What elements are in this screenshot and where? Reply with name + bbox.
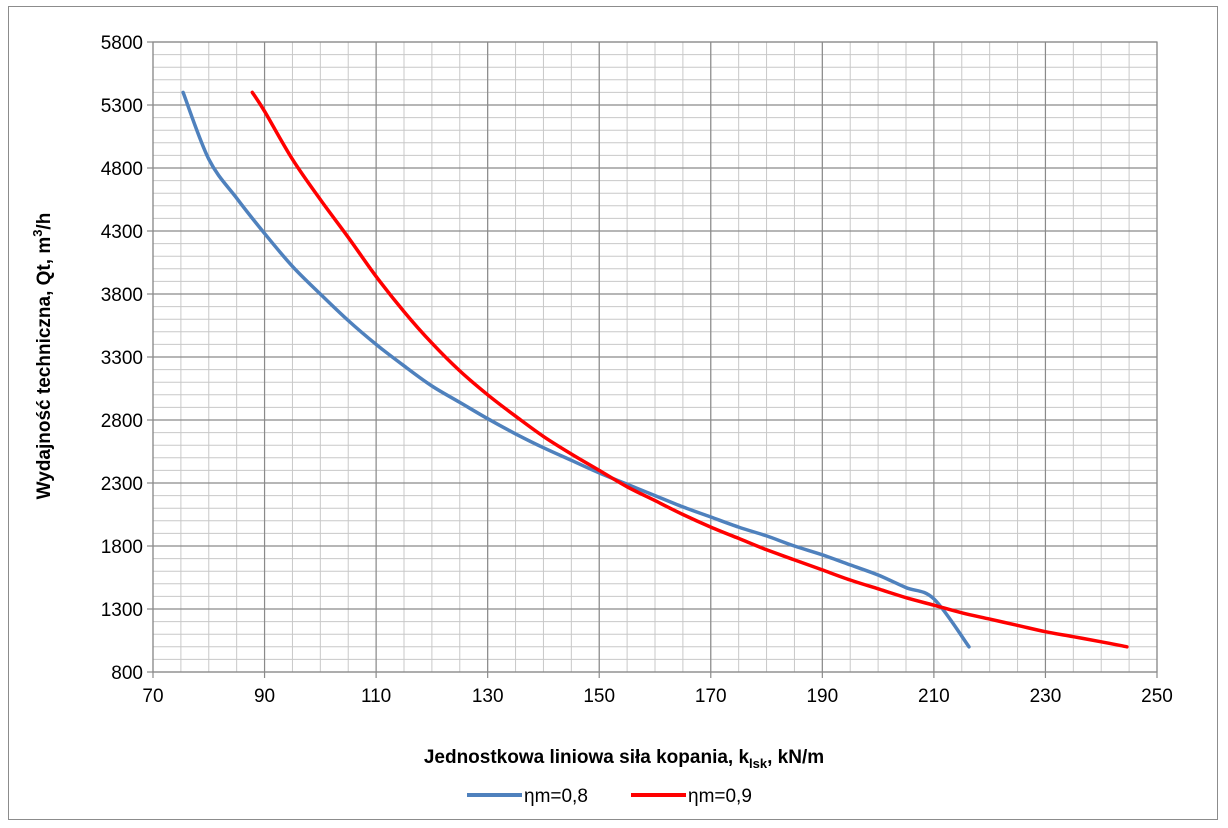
x-tick-label: 110 (361, 686, 391, 707)
x-tick-label: 210 (918, 686, 950, 707)
y-tick-label: 5300 (101, 96, 143, 117)
y-axis-tick-labels: 800 1300 1800 2300 2800 3300 3800 4300 4800 5300 5… (101, 33, 143, 684)
y-tick-label: 3800 (101, 285, 143, 306)
legend: ηm=0,8 ηm=0,9 (467, 786, 752, 807)
x-tick-label: 70 (142, 686, 163, 707)
y-axis-title: Wydajność techniczna, Qt, m3/h (30, 213, 55, 500)
series-line-2 (250, 90, 1129, 649)
plot-area-border (152, 41, 1158, 673)
chart-frame (8, 6, 1218, 820)
x-tick-label: 230 (1030, 686, 1062, 707)
x-tick-label: 90 (254, 686, 275, 707)
legend-entry: ηm=0,8 (467, 786, 588, 807)
legend-entry: ηm=0,9 (631, 786, 752, 807)
x-tick-label: 170 (695, 686, 727, 707)
y-tick-label: 800 (111, 663, 143, 684)
x-tick-label: 130 (472, 686, 504, 707)
legend-label: ηm=0,9 (688, 786, 752, 807)
y-tick-label: 4800 (101, 159, 143, 180)
x-axis-tick-labels: 70 90 110 130 150 170 190 210 230 250 (142, 686, 1172, 707)
x-axis-title: Jednostkowa liniowa siła kopania, klsk, … (424, 747, 824, 771)
y-tick-label: 4300 (101, 222, 143, 243)
y-tick-label: 3300 (101, 348, 143, 369)
x-tick-label: 190 (806, 686, 838, 707)
series-layer (181, 90, 1129, 649)
y-tick-label: 2300 (101, 474, 143, 495)
y-tick-label: 2800 (101, 411, 143, 432)
major-grid (147, 41, 1158, 678)
x-tick-label: 150 (583, 686, 615, 707)
y-tick-label: 1300 (101, 600, 143, 621)
series-line-1 (181, 90, 971, 649)
y-tick-label: 5800 (101, 33, 143, 54)
x-tick-label: 250 (1141, 686, 1173, 707)
y-tick-label: 1800 (101, 537, 143, 558)
legend-label: ηm=0,8 (524, 786, 588, 807)
